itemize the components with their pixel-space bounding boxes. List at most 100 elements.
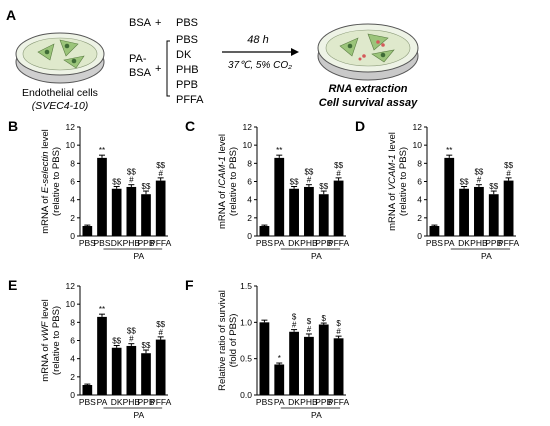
y-axis-title-part: level [40,299,51,321]
bar [260,322,270,395]
significance-label: # [129,335,134,344]
significance-label: $ [336,319,341,328]
x-tick-label: PFFA [150,238,172,248]
bar [260,226,270,236]
significance-label: $$ [290,177,299,186]
treatment-label: PPB [176,79,198,91]
significance-label: $$ [142,182,151,191]
x-tick-label: DK [111,238,123,248]
x-tick-label: PFFA [328,238,350,248]
bar [504,181,514,236]
bar [141,353,151,395]
y-tick-label: 0 [70,390,75,400]
y-axis-subtitle: (relative to PBS) [51,147,62,216]
x-tick-label: DK [288,397,300,407]
bar [319,194,329,236]
y-tick-label: 4 [70,195,75,205]
bar [474,187,484,236]
y-tick-label: 6 [417,177,422,187]
y-tick-label: 4 [247,195,252,205]
bar [112,189,122,236]
group-label: PA [133,251,144,261]
y-tick-label: 10 [413,140,423,150]
significance-label: $$ [489,182,498,191]
y-axis-gene: E-selectin [40,151,51,193]
y-axis-title-part: mRNA of [217,188,228,229]
significance-label: ** [276,146,282,155]
y-tick-label: 4 [417,195,422,205]
pa-label: PA- [129,53,147,65]
y-tick-label: 0 [247,231,252,241]
y-axis-title-part: level [40,129,51,151]
x-tick-label: PFFA [328,397,350,407]
y-tick-label: 6 [247,177,252,187]
y-tick-label: 6 [70,177,75,187]
x-tick-label: PA [274,238,285,248]
bar [289,189,299,236]
y-axis-title: mRNA of vWF level [40,299,51,381]
y-tick-label: 10 [66,140,76,150]
significance-label: $$ [460,177,469,186]
panel-letter: F [185,277,194,293]
plus-sign: + [155,63,161,75]
bar [97,158,107,236]
y-axis-subtitle: (relative to PBS) [398,147,409,216]
bar [459,189,469,236]
chart-panel-d: DmRNA of VCAM-1 level(relative to PBS)02… [355,118,520,261]
significance-label: $ [292,313,297,322]
y-axis-title-part: mRNA of [40,193,51,234]
y-axis-title: mRNA of VCAM-1 level [387,132,398,231]
y-axis-title-part: level [217,134,228,156]
x-tick-label: PA [274,397,285,407]
treatment-label: DK [176,49,192,61]
condition-label: 37℃, 5% CO₂ [228,60,292,71]
significance-label: ** [99,146,105,155]
y-tick-label: 10 [243,140,253,150]
y-axis-subtitle: (relative to PBS) [228,147,239,216]
treatment-label: PBS [176,17,198,29]
y-tick-label: 1.0 [240,317,252,327]
x-tick-label: PBS [256,238,273,248]
significance-label: $ [307,317,312,326]
significance-label: $$ [504,161,513,170]
significance-label: # [477,176,482,185]
significance-label: # [292,321,297,330]
bar [430,226,440,236]
y-tick-label: 8 [70,317,75,327]
x-tick-label: PA [444,238,455,248]
significance-label: $$ [156,161,165,170]
y-axis-gene: ICAM-1 [217,156,228,188]
significance-label: # [307,176,312,185]
y-axis-gene: VCAM-1 [387,154,398,190]
group-label: PA [311,410,322,420]
bar [141,194,151,236]
treatment-label: PFFA [176,94,204,106]
panel-letter: D [355,118,365,134]
y-tick-label: 8 [247,158,252,168]
significance-label: $$ [127,168,136,177]
significance-label: $$ [127,327,136,336]
cell-line-label: (SVEC4-10) [32,100,89,112]
bar [274,364,284,395]
y-tick-label: 2 [417,213,422,223]
y-axis-title-part: mRNA of [40,341,51,382]
chart-panel-f: FRelative ratio of survival (fold of PBS)… [185,277,350,420]
petri-dish-right-icon [318,24,418,80]
y-tick-label: 2 [70,213,75,223]
outcome-label: RNA extraction [328,83,407,95]
treatment-label: PBS [176,34,198,46]
group-label: PA [311,251,322,261]
arrow-head-icon [291,48,299,56]
significance-label: $$ [304,168,313,177]
cell-label: Endothelial cells [22,87,98,99]
significance-label: $$ [112,177,121,186]
x-tick-label: PFFA [498,238,520,248]
x-tick-label: DK [288,238,300,248]
significance-label: $$ [156,320,165,329]
y-tick-label: 2 [70,372,75,382]
x-tick-label: PBS [93,238,110,248]
bar [156,181,166,236]
